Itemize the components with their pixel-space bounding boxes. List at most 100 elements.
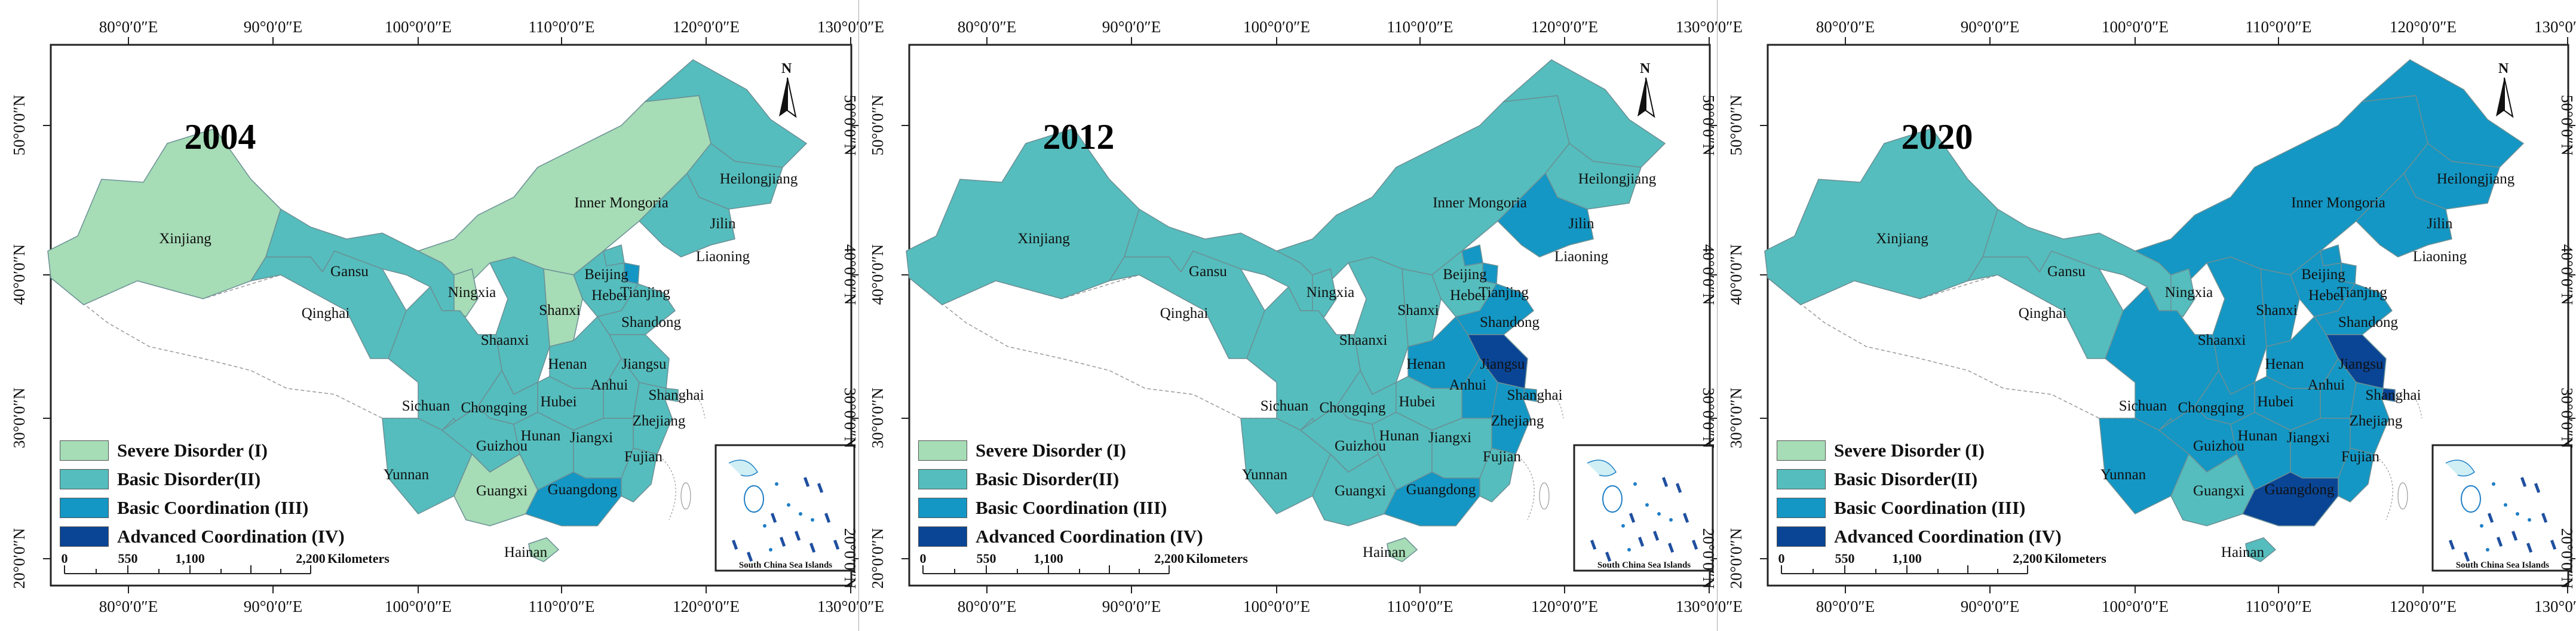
province-hainan bbox=[2245, 537, 2277, 562]
scale-bar-unit: Kilometers bbox=[327, 551, 390, 566]
province-label: Tianjing bbox=[1479, 284, 1529, 301]
province-label: Xinjiang bbox=[159, 231, 211, 247]
legend-label: Advanced Coordination (IV) bbox=[117, 526, 345, 547]
lon-tick-label-top: 120°0′0″E bbox=[2390, 18, 2457, 36]
province-layer bbox=[906, 59, 1666, 562]
province-label: Jilin bbox=[1568, 216, 1594, 232]
province-label: Yunnan bbox=[1241, 467, 1288, 483]
scale-bar-number: 2,200 bbox=[1154, 551, 1184, 566]
panel-year-title: 2004 bbox=[184, 117, 256, 157]
inset-title: South China Sea Islands bbox=[1597, 560, 1691, 570]
province-label: Sichuan bbox=[401, 398, 450, 414]
lat-tick-label-right: 40°0′0″N bbox=[2558, 244, 2576, 305]
map-panel-2020: 80°0′0″E 80°0′0″E 90°0′0″E 90°0′0″E 100°0′0″… bbox=[1717, 0, 2576, 631]
legend-item: Advanced Coordination (IV) bbox=[60, 522, 345, 551]
lat-tick-label-right: 30°0′0″N bbox=[841, 387, 860, 449]
province-label: Shaanxi bbox=[1339, 332, 1388, 348]
scale-bar-number: 1,100 bbox=[1034, 551, 1063, 566]
province-label: Liaoning bbox=[695, 249, 750, 265]
province-ningxia bbox=[453, 268, 479, 317]
province-label: Jilin bbox=[2427, 216, 2453, 232]
province-label: Hubei bbox=[2257, 394, 2294, 410]
scale-bar-number: 1,100 bbox=[1892, 551, 1922, 566]
province-layer bbox=[1764, 59, 2525, 562]
province-label: Guizhou bbox=[2192, 438, 2245, 454]
map-panel-2012: 80°0′0″E 80°0′0″E 90°0′0″E 90°0′0″E 100°0′0″… bbox=[858, 0, 1743, 631]
province-label: Fujian bbox=[2341, 449, 2379, 465]
province-label: Chongqing bbox=[2178, 400, 2244, 416]
lat-tick-label-right: 40°0′0″N bbox=[841, 244, 860, 305]
lon-tick-label-top: 90°0′0″E bbox=[243, 18, 303, 36]
lon-tick-label-top: 80°0′0″E bbox=[99, 18, 158, 36]
province-label: Jiangxi bbox=[2286, 430, 2330, 446]
province-label: Tianjing bbox=[620, 284, 670, 301]
north-arrow-letter: N bbox=[1640, 61, 1651, 76]
province-label: Shanghai bbox=[648, 387, 704, 403]
legend-label: Basic Disorder(II) bbox=[117, 468, 261, 489]
province-label: Anhui bbox=[2307, 377, 2345, 393]
province-hainan bbox=[528, 537, 560, 562]
province-label: Jiangsu bbox=[621, 356, 667, 372]
province-label: Yunnan bbox=[383, 467, 430, 483]
scale-bar-number: 0 bbox=[61, 551, 68, 566]
legend-swatch bbox=[60, 526, 109, 547]
province-label: Jiangsu bbox=[2338, 356, 2384, 372]
scale-bar bbox=[922, 565, 1170, 574]
lon-tick-label-top: 130°0′0″E bbox=[1676, 18, 1743, 36]
legend-swatch bbox=[1777, 440, 1826, 461]
scale-bar-number: 0 bbox=[1778, 551, 1785, 566]
province-layer bbox=[47, 59, 808, 562]
legend-item: Advanced Coordination (IV) bbox=[1777, 522, 2062, 551]
south-china-sea-inset bbox=[714, 444, 855, 572]
province-ningxia bbox=[1312, 268, 1337, 317]
province-label: Henan bbox=[2265, 356, 2304, 372]
panel-divider bbox=[858, 0, 859, 631]
lon-tick-label-bottom: 130°0′0″E bbox=[817, 598, 884, 615]
lon-tick-label-bottom: 110°0′0″E bbox=[2245, 598, 2312, 615]
lon-tick-label-top: 100°0′0″E bbox=[385, 18, 452, 36]
north-arrow-letter: N bbox=[781, 61, 792, 76]
taiwan-outline bbox=[680, 482, 691, 510]
lon-tick-label-top: 110°0′0″E bbox=[1387, 18, 1453, 36]
lat-tick-label-left: 30°0′0″N bbox=[869, 387, 887, 449]
legend-swatch bbox=[60, 469, 109, 489]
province-guangdong bbox=[1383, 471, 1480, 526]
province-label: Guangdong bbox=[547, 482, 618, 498]
province-label: Hubei bbox=[1399, 394, 1436, 410]
province-hebei bbox=[1431, 250, 1498, 317]
legend-swatch bbox=[1777, 498, 1826, 518]
legend-item: Severe Disorder (I) bbox=[918, 436, 1203, 465]
lon-tick-label-bottom: 100°0′0″E bbox=[385, 598, 452, 615]
province-label: Xinjiang bbox=[1017, 231, 1070, 247]
lat-tick-label-left: 40°0′0″N bbox=[1727, 244, 1746, 305]
province-label: Sichuan bbox=[2118, 398, 2167, 414]
scale-bar-number: 0 bbox=[919, 551, 927, 566]
province-label: Chongqing bbox=[1319, 400, 1386, 416]
province-label: Jilin bbox=[710, 216, 736, 232]
province-label: Shanxi bbox=[2256, 302, 2298, 318]
legend-label: Basic Disorder(II) bbox=[1834, 468, 1978, 489]
province-label: Henan bbox=[1406, 356, 1446, 372]
legend-label: Advanced Coordination (IV) bbox=[976, 526, 1203, 547]
lon-tick-label-bottom: 120°0′0″E bbox=[673, 598, 740, 615]
province-label: Qinghai bbox=[1160, 305, 1209, 321]
province-label: Chongqing bbox=[461, 400, 528, 416]
legend-item: Basic Coordination (III) bbox=[1777, 494, 2062, 522]
province-label: Jiangsu bbox=[1480, 356, 1525, 372]
north-arrow-icon bbox=[1637, 77, 1655, 118]
province-label: Gansu bbox=[2047, 264, 2086, 280]
province-label: Shanghai bbox=[1507, 387, 1563, 403]
province-label: Shaanxi bbox=[480, 332, 529, 348]
lat-tick-label-right: 20°0′0″N bbox=[1700, 528, 1718, 589]
province-label: Inner Mongoria bbox=[1433, 195, 1527, 211]
legend-swatch bbox=[60, 498, 109, 518]
legend-swatch bbox=[918, 498, 967, 518]
province-label: Hebei bbox=[2308, 287, 2344, 304]
lon-tick-label-top: 90°0′0″E bbox=[1102, 18, 1161, 36]
province-jiangxi bbox=[1431, 418, 1492, 479]
legend-item: Basic Disorder(II) bbox=[918, 465, 1203, 494]
province-label: Beijing bbox=[2301, 267, 2345, 283]
province-label: Gansu bbox=[1189, 264, 1227, 280]
scale-bar-number: 2,200 bbox=[2013, 551, 2043, 566]
province-label: Anhui bbox=[1449, 377, 1487, 393]
